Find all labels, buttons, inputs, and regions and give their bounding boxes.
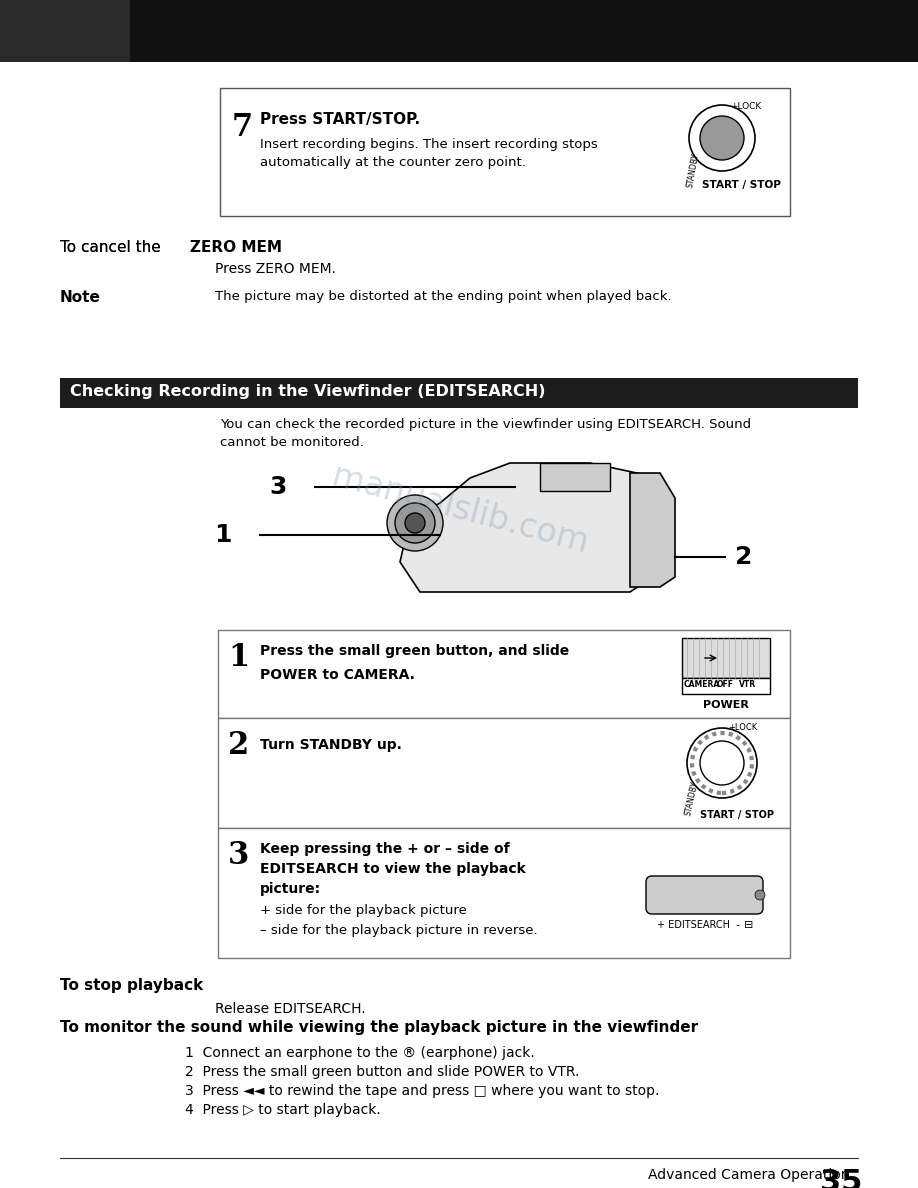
Text: To cancel the: To cancel the xyxy=(60,240,178,255)
Text: POWER: POWER xyxy=(703,700,749,710)
Circle shape xyxy=(700,741,744,785)
Circle shape xyxy=(755,890,765,901)
Text: To cancel the ​ZERO MEM: To cancel the ​ZERO MEM xyxy=(60,240,249,255)
Text: EDITSEARCH to view the playback: EDITSEARCH to view the playback xyxy=(260,862,526,876)
Text: 35: 35 xyxy=(820,1168,862,1188)
Bar xyxy=(60,378,858,407)
Text: To stop playback: To stop playback xyxy=(60,978,203,993)
Text: Advanced Camera Operation: Advanced Camera Operation xyxy=(648,1168,849,1182)
FancyBboxPatch shape xyxy=(646,876,763,914)
Text: 3  Press ◄◄ to rewind the tape and press □ where you want to stop.: 3 Press ◄◄ to rewind the tape and press … xyxy=(185,1083,659,1098)
Text: Press ZERO MEM.: Press ZERO MEM. xyxy=(215,263,336,276)
Text: +LOCK: +LOCK xyxy=(728,723,757,732)
Text: Release EDITSEARCH.: Release EDITSEARCH. xyxy=(215,1001,365,1016)
Text: manualslib.com: manualslib.com xyxy=(328,460,592,560)
Text: 1  Connect an earphone to the ® (earphone) jack.: 1 Connect an earphone to the ® (earphone… xyxy=(185,1045,535,1060)
Circle shape xyxy=(700,116,744,160)
Circle shape xyxy=(387,495,443,551)
Bar xyxy=(218,630,790,718)
Bar xyxy=(540,463,610,491)
Text: 2: 2 xyxy=(228,729,250,762)
Bar xyxy=(218,718,790,828)
Text: POWER to CAMERA.: POWER to CAMERA. xyxy=(260,668,415,682)
Bar xyxy=(58,238,458,260)
Text: START / STOP: START / STOP xyxy=(700,810,774,820)
Text: 2  Press the small green button and slide POWER to VTR.: 2 Press the small green button and slide… xyxy=(185,1064,579,1079)
Text: ⊟: ⊟ xyxy=(744,920,754,930)
Bar xyxy=(0,0,130,62)
Text: OFF: OFF xyxy=(717,680,734,689)
Text: ZERO MEM: ZERO MEM xyxy=(190,240,282,255)
Bar xyxy=(682,678,770,694)
Text: Checking Recording in the Viewfinder (EDITSEARCH): Checking Recording in the Viewfinder (ED… xyxy=(70,384,545,399)
Text: 3: 3 xyxy=(228,840,250,871)
Text: VTR: VTR xyxy=(739,680,756,689)
Text: Note: Note xyxy=(60,290,101,305)
Text: STANDBY: STANDBY xyxy=(684,781,700,816)
Text: +LOCK: +LOCK xyxy=(730,102,761,110)
Text: 3: 3 xyxy=(270,475,287,499)
Text: Press the small green button, and slide: Press the small green button, and slide xyxy=(260,644,569,658)
Bar xyxy=(0,0,918,62)
Polygon shape xyxy=(630,473,675,587)
Circle shape xyxy=(405,513,425,533)
Text: The picture may be distorted at the ending point when played back.: The picture may be distorted at the endi… xyxy=(215,290,672,303)
Text: + EDITSEARCH  -: + EDITSEARCH - xyxy=(657,920,740,930)
Text: CAMERA: CAMERA xyxy=(684,680,721,689)
Text: Keep pressing the + or – side of: Keep pressing the + or – side of xyxy=(260,842,509,857)
Text: 7: 7 xyxy=(232,112,253,143)
Text: STANDBY: STANDBY xyxy=(686,152,701,188)
Text: To cancel the: To cancel the xyxy=(60,240,165,255)
Text: START / STOP: START / STOP xyxy=(702,181,781,190)
Polygon shape xyxy=(400,463,660,592)
Text: – side for the playback picture in reverse.: – side for the playback picture in rever… xyxy=(260,924,538,937)
Text: Turn STANDBY up.: Turn STANDBY up. xyxy=(260,738,402,752)
Bar xyxy=(220,88,790,216)
Text: To cancel the: To cancel the xyxy=(60,240,165,255)
Text: To monitor the sound while viewing the playback picture in the viewfinder: To monitor the sound while viewing the p… xyxy=(60,1020,698,1035)
Text: You can check the recorded picture in the viewfinder using EDITSEARCH. Sound
can: You can check the recorded picture in th… xyxy=(220,418,751,449)
Bar xyxy=(682,638,770,678)
Text: picture:: picture: xyxy=(260,881,321,896)
Text: + side for the playback picture: + side for the playback picture xyxy=(260,904,467,917)
Text: Insert recording begins. The insert recording stops
automatically at the counter: Insert recording begins. The insert reco… xyxy=(260,138,598,169)
Text: To cancel the: To cancel the xyxy=(60,240,165,255)
Text: 2: 2 xyxy=(735,545,753,569)
Text: 1: 1 xyxy=(215,523,232,546)
Bar xyxy=(218,828,790,958)
Circle shape xyxy=(395,503,435,543)
Text: 1: 1 xyxy=(228,642,249,672)
Text: Press START/STOP.: Press START/STOP. xyxy=(260,112,420,127)
Text: 4  Press ▷ to start playback.: 4 Press ▷ to start playback. xyxy=(185,1102,381,1117)
